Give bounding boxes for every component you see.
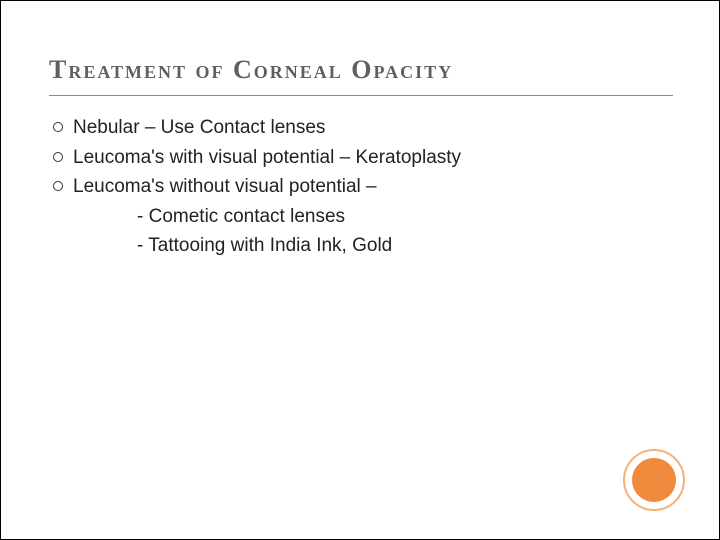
bullet-icon [53, 181, 63, 191]
sub-bullet-text: - Cometic contact lenses [53, 203, 673, 231]
sub-bullet-text: - Tattooing with India Ink, Gold [53, 232, 673, 260]
decor-circle-icon [623, 449, 685, 511]
decor-fill-icon [632, 458, 676, 502]
bullet-item: Leucoma's with visual potential – Kerato… [53, 144, 673, 172]
bullet-item: Nebular – Use Contact lenses [53, 114, 673, 142]
bullet-text: Leucoma's without visual potential – [73, 173, 673, 201]
bullet-text: Leucoma's with visual potential – Kerato… [73, 144, 673, 172]
slide-title: Treatment of Corneal Opacity [49, 55, 673, 96]
bullet-item: Leucoma's without visual potential – [53, 173, 673, 201]
slide-body: Nebular – Use Contact lenses Leucoma's w… [49, 114, 673, 260]
slide: Treatment of Corneal Opacity Nebular – U… [1, 1, 720, 540]
bullet-icon [53, 152, 63, 162]
bullet-icon [53, 122, 63, 132]
bullet-text: Nebular – Use Contact lenses [73, 114, 673, 142]
